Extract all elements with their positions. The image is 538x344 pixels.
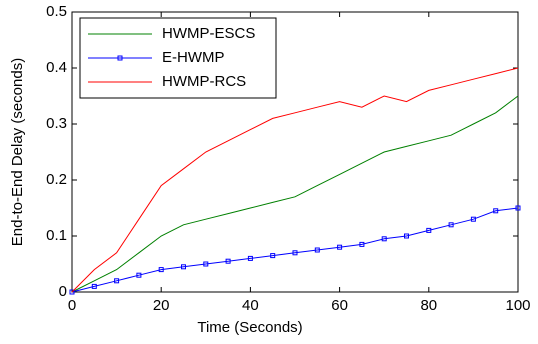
x-axis-label: Time (Seconds) (197, 319, 302, 336)
x-tick-label: 60 (331, 297, 348, 314)
point-marker (381, 236, 387, 242)
point-marker (114, 278, 120, 284)
point-marker (136, 272, 142, 278)
y-tick-label: 0.4 (46, 59, 67, 76)
point-marker (292, 250, 298, 256)
point-marker (515, 205, 521, 211)
x-tick-label: 80 (420, 297, 437, 314)
series-line (71, 67, 519, 293)
y-tick-label: 0.1 (46, 227, 67, 244)
point-marker (493, 208, 499, 214)
legend-label: E-HWMP (162, 49, 225, 66)
point-marker (470, 216, 476, 222)
x-tick-label: 40 (242, 297, 259, 314)
y-tick-label: 0.3 (46, 115, 67, 132)
y-tick-label: 0.2 (46, 171, 67, 188)
point-marker (426, 227, 432, 233)
x-tick-label: 100 (505, 297, 530, 314)
x-tick-label: 0 (68, 297, 76, 314)
x-tick-label: 20 (153, 297, 170, 314)
y-axis-label: End-to-End Delay (seconds) (9, 58, 26, 246)
point-marker (225, 258, 231, 264)
point-marker (337, 244, 343, 250)
point-marker (158, 267, 164, 273)
point-marker (404, 233, 409, 239)
legend-label: HWMP-ESCS (162, 25, 255, 42)
y-tick-label: 0 (59, 283, 67, 300)
point-marker (270, 253, 276, 259)
point-marker (69, 289, 75, 295)
point-marker (359, 241, 365, 247)
point-marker (203, 261, 209, 267)
point-marker (314, 247, 320, 253)
point-marker (448, 222, 454, 228)
point-marker (91, 283, 97, 289)
legend-label: HWMP-RCS (162, 73, 246, 90)
legend-marker (117, 55, 123, 61)
series-line (71, 95, 519, 293)
series-line (71, 207, 519, 293)
point-marker (247, 255, 253, 261)
y-tick-label: 0.5 (46, 3, 67, 20)
point-marker (181, 264, 186, 270)
